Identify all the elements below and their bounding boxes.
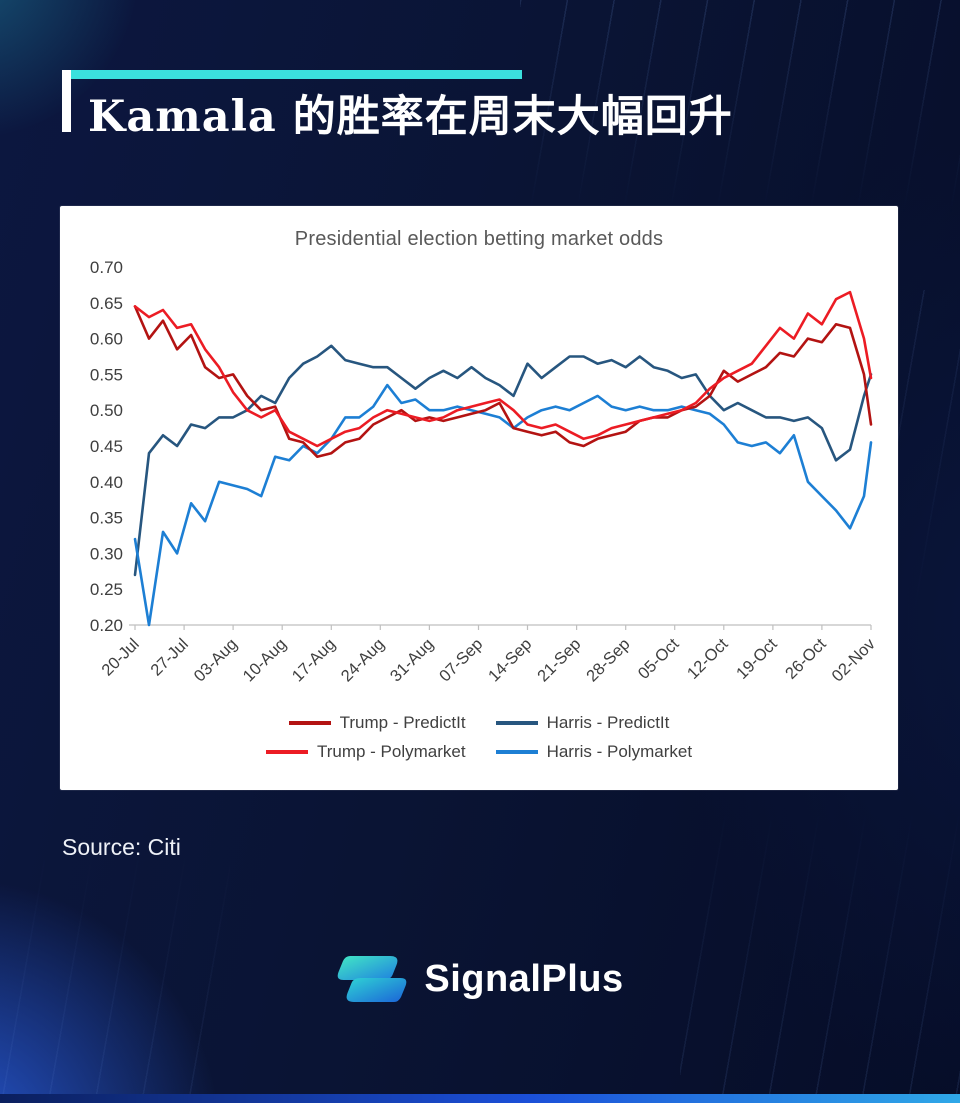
chart-legend: Trump - PredictIt Harris - PredictIt Trump…	[60, 713, 898, 762]
legend-line-swatch	[495, 750, 538, 754]
x-tick-label: 26-Oct	[782, 635, 830, 683]
page-title: Kamala 的胜率在周末大幅回升	[88, 92, 733, 142]
x-tick-label: 21-Sep	[534, 635, 584, 685]
series-line-trump-polymarket	[133, 290, 873, 448]
x-tick-label: 28-Sep	[583, 635, 633, 685]
y-tick-label: 0.65	[90, 294, 123, 313]
x-tick-label: 20-Jul	[98, 635, 143, 680]
y-tick-label: 0.40	[90, 473, 123, 492]
brand-name: SignalPlus	[424, 957, 624, 1000]
x-tick-label: 12-Oct	[684, 635, 732, 683]
x-tick-label: 24-Aug	[338, 635, 388, 685]
y-tick-label: 0.45	[90, 437, 123, 456]
legend-label: Harris - PredictIt	[546, 713, 670, 732]
y-tick-label: 0.50	[90, 401, 123, 420]
line-chart: 0.70 0.65 0.60 0.55 0.50 0.45 0.40 0.35 0.30 0.25…	[90, 258, 879, 686]
x-tick-label: 02-Nov	[828, 635, 879, 686]
y-tick-label: 0.35	[90, 509, 123, 528]
legend-line-swatch	[288, 721, 331, 725]
legend-label: Trump - Polymarket	[316, 742, 466, 761]
title-accent-bar	[62, 70, 522, 79]
chart-title: Presidential election betting market odd…	[294, 228, 664, 250]
legend-line-swatch	[265, 750, 308, 754]
series-line-harris-polymarket	[133, 383, 873, 627]
legend-item: Harris - Polymarket	[495, 742, 693, 762]
y-tick-label: 0.60	[90, 330, 123, 349]
brand-lockup: SignalPlus	[0, 950, 960, 1008]
title-accent-tick	[62, 70, 71, 132]
y-tick-label: 0.30	[90, 544, 123, 563]
legend-row: Trump - Polymarket Harris - Polymarket	[265, 742, 693, 762]
y-tick-label: 0.20	[90, 616, 123, 635]
y-tick-label: 0.25	[90, 580, 123, 599]
series-line-harris-predictit	[133, 344, 873, 577]
y-tick-label: 0.55	[90, 365, 123, 384]
chart-card: Presidential election betting market odd…	[60, 206, 898, 790]
legend-label: Harris - Polymarket	[546, 742, 693, 761]
legend-line-swatch	[495, 721, 538, 725]
x-tick-label: 17-Aug	[289, 635, 339, 685]
x-tick-label: 27-Jul	[147, 635, 192, 680]
y-tick-label: 0.70	[90, 258, 123, 277]
source-label: Source: Citi	[62, 834, 181, 860]
legend-label: Trump - PredictIt	[339, 713, 466, 732]
x-tick-label: 05-Oct	[635, 635, 683, 683]
x-tick-label: 14-Sep	[485, 635, 535, 685]
signalplus-logo-icon	[338, 956, 407, 1002]
x-tick-label: 19-Oct	[733, 635, 781, 683]
x-tick-label: 03-Aug	[191, 635, 241, 685]
bottom-accent-bar	[0, 1094, 960, 1103]
x-tick-label: 10-Aug	[240, 635, 290, 685]
legend-item: Harris - PredictIt	[495, 713, 670, 733]
series-line-trump-predictit	[133, 305, 873, 458]
legend-row: Trump - PredictIt Harris - PredictIt	[288, 713, 670, 733]
legend-item: Trump - Polymarket	[265, 742, 466, 762]
x-tick-label: 07-Sep	[436, 635, 486, 685]
x-tick-label: 31-Aug	[387, 635, 437, 685]
legend-item: Trump - PredictIt	[288, 713, 466, 733]
